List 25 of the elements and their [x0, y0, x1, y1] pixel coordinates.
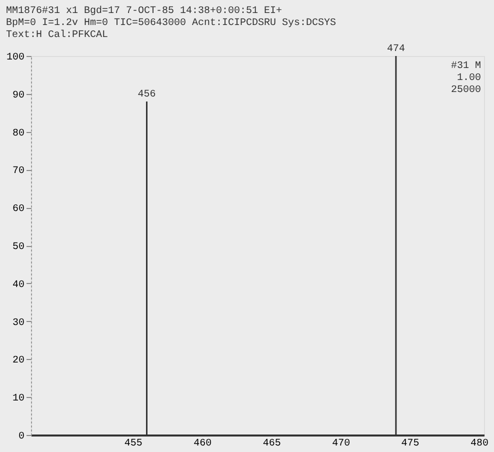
annotation: #31 M: [450, 61, 481, 72]
y-tick-label: 0: [18, 432, 24, 442]
x-tick-label: 480: [470, 438, 489, 450]
y-tick-label: 20: [12, 356, 24, 367]
y-tick-label: 100: [6, 52, 24, 64]
y-tick-label: 40: [12, 280, 24, 291]
y-tick-label: 90: [12, 90, 24, 102]
x-tick-label: 455: [124, 438, 142, 450]
x-tick-label: 470: [332, 438, 350, 450]
y-tick-label: 30: [12, 318, 24, 329]
annotation: 25000: [450, 85, 481, 96]
x-tick-label: 475: [401, 438, 420, 450]
annotation: 474: [386, 44, 405, 55]
annotation: 456: [138, 89, 156, 100]
text: BpM=0 I=1.2v Hm=0 TIC=50643000 Acnt:ICIPCDSRU Sys:DCSYS: [6, 18, 336, 29]
text: MM1876#31 x1 Bgd=17 7-OCT-85 14:38+0:00:51 EI+: [6, 5, 282, 17]
annotation: 1.00: [456, 73, 481, 84]
text: Text:H Cal:PFKCAL: [6, 29, 108, 41]
y-tick-label: 70: [12, 166, 24, 178]
y-tick-label: 80: [12, 128, 24, 140]
x-tick-label: 460: [194, 438, 212, 450]
x-tick-label: 465: [262, 438, 281, 450]
y-tick-label: 50: [12, 242, 24, 253]
y-tick-label: 10: [12, 394, 24, 405]
y-tick-label: 60: [12, 204, 24, 216]
